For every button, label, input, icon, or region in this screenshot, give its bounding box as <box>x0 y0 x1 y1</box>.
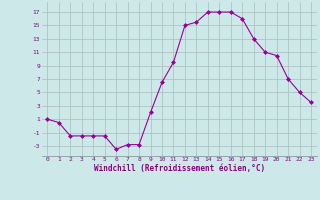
X-axis label: Windchill (Refroidissement éolien,°C): Windchill (Refroidissement éolien,°C) <box>94 164 265 173</box>
